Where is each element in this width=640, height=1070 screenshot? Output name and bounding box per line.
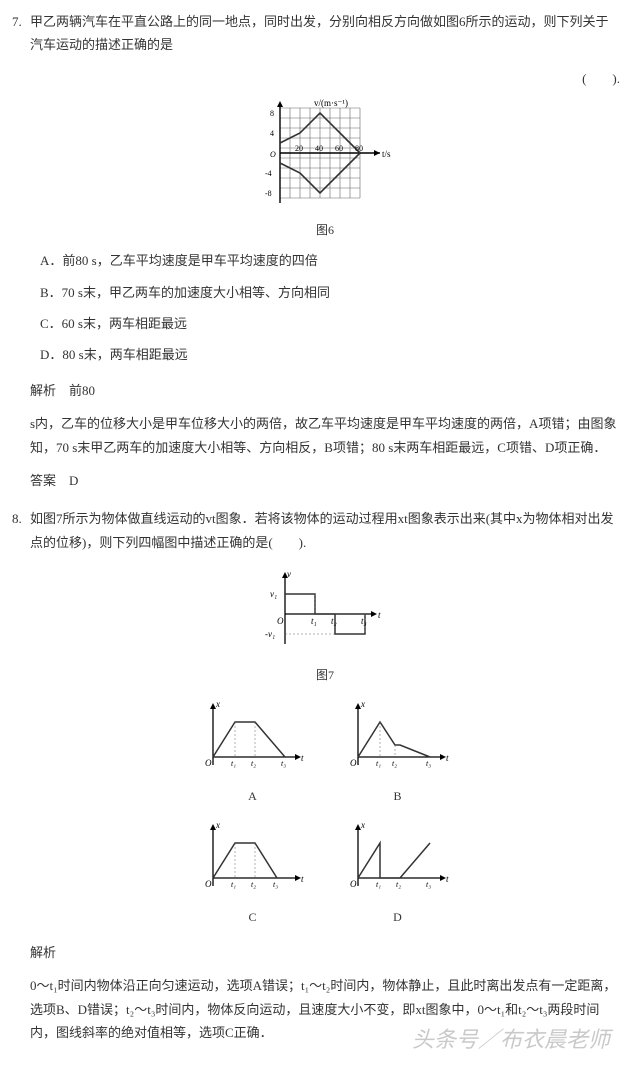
svg-text:t₁: t₁: [231, 880, 236, 889]
svg-text:t/s: t/s: [382, 149, 391, 159]
q8-figure-label: 图7: [30, 665, 620, 687]
svg-text:O: O: [350, 879, 357, 889]
svg-text:t₃: t₃: [426, 759, 431, 768]
svg-text:O: O: [205, 758, 212, 768]
q8-figure7: v v₁ -v₁ O t₁ t₂ t₃ t 图7: [30, 564, 620, 687]
svg-text:t₂: t₂: [251, 880, 256, 889]
svg-text:O: O: [350, 758, 357, 768]
svg-text:t₃: t₃: [273, 880, 278, 889]
q7-number: 7.: [12, 10, 22, 33]
question-8: 8. 如图7所示为物体做直线运动的vt图象．若将该物体的运动过程用xt图象表示出…: [30, 507, 620, 1044]
svg-text:x: x: [215, 820, 220, 830]
q8-chart-b: x O t₁ t₂ t₃ t B: [340, 697, 455, 808]
svg-text:-v₁: -v₁: [265, 629, 275, 639]
svg-text:t: t: [446, 874, 449, 884]
q8-chart-row-ab: x O t₁ t₂ t₃ t A x O t₁ t₂: [30, 697, 620, 808]
q8-chart-c: x O t₁ t₂ t₃ t C: [195, 818, 310, 929]
svg-text:O: O: [270, 150, 276, 159]
q7-figure-label: 图6: [30, 220, 620, 242]
q8-label-b: B: [340, 786, 455, 808]
svg-text:t₁: t₁: [231, 759, 236, 768]
q7-paren: ( ).: [30, 67, 620, 90]
svg-text:-4: -4: [265, 169, 272, 178]
q8-analysis-label: 解析: [30, 941, 620, 964]
q7-figure6: v/(m·s⁻¹) t/s 8 4 O -4 -8 20 40 60 80 图6: [30, 98, 620, 241]
svg-text:-8: -8: [265, 189, 272, 198]
svg-text:v₁: v₁: [270, 589, 277, 599]
svg-text:O: O: [277, 616, 284, 626]
svg-text:x: x: [360, 699, 365, 709]
svg-text:t₂: t₂: [396, 880, 401, 889]
svg-text:t₃: t₃: [361, 616, 367, 626]
q8-stem: 如图7所示为物体做直线运动的vt图象．若将该物体的运动过程用xt图象表示出来(其…: [30, 507, 620, 554]
q8-label-c: C: [195, 907, 310, 929]
svg-text:x: x: [360, 820, 365, 830]
svg-text:t: t: [378, 610, 381, 620]
q8-number: 8.: [12, 507, 22, 530]
q8-label-d: D: [340, 907, 455, 929]
q7-option-a: A．前80 s，乙车平均速度是甲车平均速度的四倍: [40, 249, 620, 272]
q7-analysis-body: s内，乙车的位移大小是甲车位移大小的两倍，故乙车平均速度是甲车平均速度的两倍，A…: [30, 412, 620, 459]
q7-answer: 答案 D: [30, 469, 620, 492]
svg-text:t₂: t₂: [331, 616, 337, 626]
svg-text:4: 4: [270, 129, 274, 138]
q7-analysis-label: 解析 前80: [30, 379, 620, 402]
q7-option-c: C．60 s末，两车相距最远: [40, 312, 620, 335]
svg-text:t₂: t₂: [251, 759, 256, 768]
svg-text:t₁: t₁: [376, 880, 381, 889]
svg-text:v: v: [287, 569, 291, 579]
svg-text:t₁: t₁: [376, 759, 381, 768]
svg-text:20: 20: [295, 144, 303, 153]
q7-option-b: B．70 s末，甲乙两车的加速度大小相等、方向相同: [40, 281, 620, 304]
svg-text:t: t: [301, 874, 304, 884]
q8-label-a: A: [195, 786, 310, 808]
svg-text:x: x: [215, 699, 220, 709]
watermark: 头条号／布衣晨老师: [412, 1020, 610, 1060]
svg-text:t₃: t₃: [281, 759, 286, 768]
question-7: 7. 甲乙两辆汽车在平直公路上的同一地点，同时出发，分别向相反方向做如图6所示的…: [30, 10, 620, 492]
svg-text:8: 8: [270, 109, 274, 118]
svg-text:v/(m·s⁻¹): v/(m·s⁻¹): [314, 98, 348, 108]
q7-stem: 甲乙两辆汽车在平直公路上的同一地点，同时出发，分别向相反方向做如图6所示的运动，…: [30, 10, 620, 57]
svg-text:60: 60: [335, 144, 343, 153]
svg-text:t: t: [301, 753, 304, 763]
q7-option-d: D．80 s末，两车相距最远: [40, 343, 620, 366]
svg-text:t: t: [446, 753, 449, 763]
svg-text:80: 80: [355, 144, 363, 153]
svg-text:40: 40: [315, 144, 323, 153]
q8-chart-row-cd: x O t₁ t₂ t₃ t C x O t₁ t₂ t₃ t: [30, 818, 620, 929]
svg-text:t₁: t₁: [311, 616, 317, 626]
q8-chart-d: x O t₁ t₂ t₃ t D: [340, 818, 455, 929]
svg-text:O: O: [205, 879, 212, 889]
svg-text:t₃: t₃: [426, 880, 431, 889]
svg-text:t₂: t₂: [392, 759, 397, 768]
q8-chart-a: x O t₁ t₂ t₃ t A: [195, 697, 310, 808]
